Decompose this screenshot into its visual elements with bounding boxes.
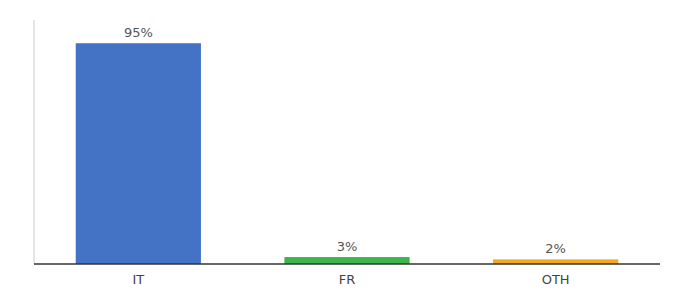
x-tick-label: OTH bbox=[542, 272, 570, 287]
chart-svg: 95% 3% 2% IT FR OTH bbox=[0, 0, 680, 300]
bars bbox=[76, 43, 619, 264]
bar bbox=[76, 43, 201, 264]
data-label: 95% bbox=[124, 25, 153, 40]
y-axis-line bbox=[34, 20, 35, 264]
data-label: 3% bbox=[337, 239, 358, 254]
chart-container: 95% 3% 2% IT FR OTH bbox=[0, 0, 680, 300]
x-tick-label: IT bbox=[132, 272, 144, 287]
x-tick-label: FR bbox=[339, 272, 356, 287]
data-label: 2% bbox=[545, 241, 566, 256]
x-axis-line bbox=[34, 263, 660, 265]
bar bbox=[284, 257, 409, 264]
